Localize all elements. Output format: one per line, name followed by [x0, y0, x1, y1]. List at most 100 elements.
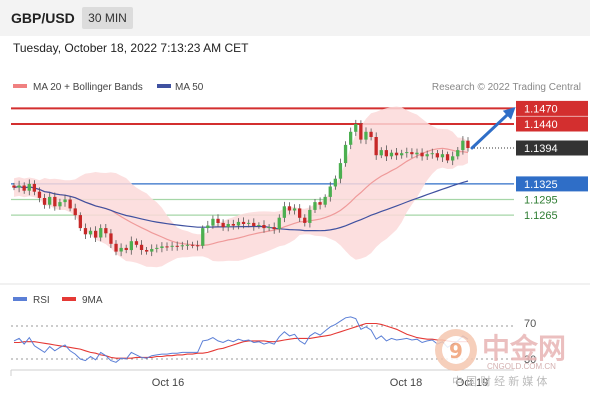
candle-body — [129, 241, 133, 251]
level-tag-box-1.1470 — [516, 100, 588, 116]
legend-ma20-swatch — [13, 84, 27, 88]
candle-body — [206, 225, 210, 229]
watermark-title: 中金网 — [482, 332, 566, 364]
candle-body — [170, 245, 174, 247]
candle-body — [252, 222, 256, 226]
candle-body — [292, 208, 297, 211]
candle-body — [456, 150, 460, 157]
logo-glyph: 9 — [449, 339, 463, 363]
level-tag-text-1.1470: 1.1470 — [524, 103, 558, 115]
candle-body — [37, 191, 42, 198]
credit-text: Research © 2022 Trading Central — [432, 82, 581, 93]
candle-body — [160, 246, 164, 248]
candle-body — [410, 152, 414, 155]
legend-rsi-swatch — [13, 297, 27, 301]
candle-body — [119, 247, 123, 252]
candle-body — [400, 153, 404, 156]
candle-body — [22, 185, 26, 191]
candle-body — [150, 249, 154, 252]
candle-body — [104, 228, 108, 234]
candle-body — [374, 137, 378, 156]
candle-body — [226, 224, 230, 228]
candle-body — [109, 233, 113, 244]
candle-body — [190, 244, 195, 246]
candle-body — [272, 227, 276, 230]
candle-body — [180, 245, 184, 247]
candle-body — [63, 199, 67, 203]
candle-body — [461, 140, 465, 151]
candle-body — [425, 154, 429, 157]
x-tick-oct16: Oct 16 — [152, 377, 184, 389]
legend-ma50-swatch — [157, 84, 171, 88]
legend-ma50-label: MA 50 — [175, 82, 204, 93]
rsi-line — [13, 316, 469, 363]
candle-body — [114, 243, 118, 252]
level-tag-text-1.1295: 1.1295 — [524, 195, 558, 207]
forecast-arrow-shaft — [470, 108, 514, 150]
timeframe-button[interactable]: 30 MIN — [82, 7, 133, 29]
logo-disc-inner — [442, 336, 470, 364]
candle-body — [435, 153, 439, 158]
candle-body — [338, 163, 343, 179]
candle-body — [405, 152, 409, 154]
candle-body — [124, 247, 128, 250]
candle-body — [445, 154, 450, 161]
legend-ma20-label: MA 20 + Bollinger Bands — [33, 82, 143, 93]
level-tag-text-1.1265: 1.1265 — [524, 210, 558, 222]
candle-body — [343, 144, 348, 164]
candle-body — [241, 221, 246, 224]
candle-body — [236, 221, 241, 226]
symbol-label: GBP/USD — [11, 10, 75, 26]
candle-body — [73, 208, 77, 216]
bollinger-band — [14, 106, 468, 268]
candle-body — [389, 152, 394, 157]
legend-rsi-label: RSI — [33, 295, 50, 306]
level-tag-box-1.1394 — [516, 140, 588, 156]
candle-body — [308, 209, 312, 223]
candle-body — [99, 228, 103, 238]
candle-body — [216, 218, 220, 223]
candle-body — [323, 196, 327, 205]
candle-body — [354, 124, 358, 132]
candle-body — [384, 150, 388, 157]
timestamp: Tuesday, October 18, 2022 7:13:23 AM CET — [13, 41, 249, 55]
candle-body — [201, 228, 205, 246]
candle-body — [451, 156, 455, 161]
candle-body — [83, 228, 88, 235]
candle-body — [17, 185, 21, 188]
rsi-70-label: 70 — [524, 318, 536, 330]
candle-body — [328, 186, 332, 197]
candle-body — [94, 230, 98, 238]
candle-body — [42, 198, 47, 205]
candle-body — [430, 153, 434, 155]
candle-body — [196, 245, 200, 247]
candle-body — [185, 244, 190, 246]
x-tick-oct19: Oct 19 — [456, 377, 488, 389]
candle-body — [175, 245, 179, 247]
candle-body — [53, 196, 57, 207]
candle-body — [303, 217, 307, 223]
candle-body — [364, 131, 368, 140]
watermark-subtitle: 中 国 财 经 新 媒 体 — [452, 374, 547, 388]
candle-body — [134, 241, 139, 245]
candle-body — [139, 244, 144, 250]
candle-body — [359, 124, 363, 140]
level-tag-text-1.1394: 1.1394 — [524, 143, 558, 155]
candle-body — [313, 202, 317, 210]
rsi-30-label: 30 — [524, 354, 536, 366]
legend-9ma-swatch — [62, 297, 76, 301]
candle-body — [277, 217, 281, 230]
candle-body — [48, 196, 52, 205]
candle-body — [287, 206, 292, 211]
watermark-domain: CNGOLD.COM.CN — [487, 362, 556, 371]
candle-body — [78, 215, 82, 229]
candle-body — [262, 225, 266, 229]
candle-body — [12, 185, 16, 188]
legend-9ma-label: 9MA — [82, 295, 103, 306]
candle-body — [420, 152, 424, 157]
candle-body — [379, 150, 383, 156]
forecast-arrow-head — [502, 107, 516, 120]
level-tag-box-1.1325 — [516, 176, 588, 192]
candle-body — [267, 227, 271, 229]
